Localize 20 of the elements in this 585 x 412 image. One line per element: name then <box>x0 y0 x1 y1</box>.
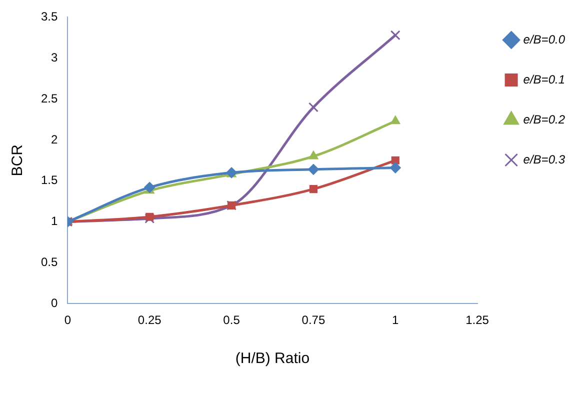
x-tick-label: 1.25 <box>466 313 490 328</box>
x-tick-label: 0.75 <box>302 313 326 328</box>
legend-label: e/B=0.0 <box>523 32 566 46</box>
y-tick-label: 0.5 <box>40 255 58 269</box>
y-tick-label: 0 <box>50 296 58 310</box>
legend-label: e/B=0.2 <box>523 112 566 126</box>
y-tick-label: 2.5 <box>40 91 58 106</box>
x-tick-label: 0.5 <box>223 313 240 328</box>
y-tick-label: 3 <box>50 50 58 64</box>
y-axis-title: BCR <box>9 144 26 176</box>
y-tick-label: 1.5 <box>40 173 58 188</box>
y-tick-label: 2 <box>50 132 58 146</box>
x-tick-label: 1 <box>392 313 400 328</box>
y-tick-label: 1 <box>50 214 58 228</box>
legend-label: e/B=0.3 <box>523 152 566 166</box>
legend-label: e/B=0.1 <box>523 72 565 86</box>
x-axis-title: (H/B) Ratio <box>235 350 310 368</box>
x-tick-label: 0.25 <box>138 313 162 328</box>
x-tick-label: 0 <box>64 313 72 328</box>
y-tick-label: 3.5 <box>40 10 58 24</box>
